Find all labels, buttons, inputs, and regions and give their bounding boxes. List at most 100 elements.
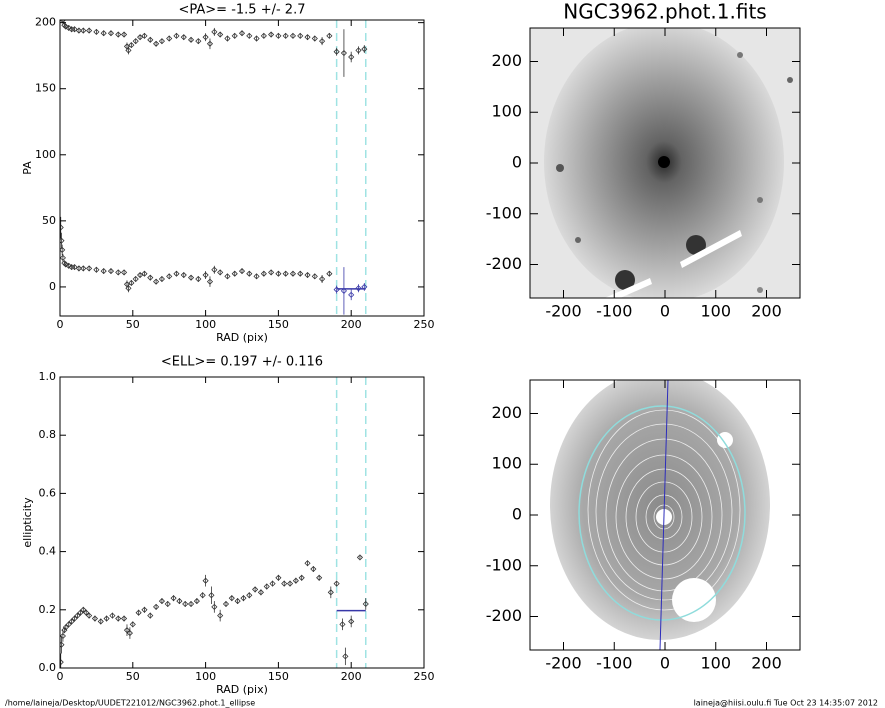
point: [211, 603, 218, 610]
point: [80, 606, 87, 613]
point: [217, 269, 224, 276]
point: [292, 577, 299, 584]
y-tick-label: 0.4: [39, 545, 57, 558]
point: [128, 42, 135, 49]
point: [333, 580, 340, 587]
point: [147, 274, 154, 281]
point: [362, 600, 369, 608]
point: [141, 606, 148, 613]
y-tick-label: 0: [512, 153, 522, 172]
x-tick-label: 250: [414, 670, 435, 683]
point: [342, 653, 349, 660]
point: [103, 615, 110, 622]
x-tick-label: 150: [268, 670, 289, 683]
point: [91, 615, 99, 622]
point: [65, 262, 72, 269]
x-tick-label: 150: [268, 318, 289, 331]
point: [217, 612, 224, 619]
point: [253, 35, 260, 42]
y-tick-label: 0: [512, 505, 522, 524]
point: [311, 35, 318, 42]
point: [60, 254, 66, 261]
y-tick-label: 0.8: [39, 428, 57, 441]
point: [60, 659, 64, 666]
y-axis-label: ellipticity: [21, 497, 34, 548]
footer-stamp: laineja@hiisi.oulu.fi Tue Oct 23 14:35:0…: [694, 699, 878, 708]
point: [137, 34, 144, 41]
point: [80, 27, 87, 34]
y-tick-label: -200: [486, 606, 522, 625]
point: [340, 49, 347, 57]
x-tick-label: 200: [751, 302, 782, 321]
point: [348, 618, 355, 625]
point: [65, 621, 72, 628]
chart-title: NGC3962.phot.1.fits: [563, 0, 766, 24]
point: [257, 589, 264, 596]
x-tick-label: 100: [700, 302, 731, 321]
point: [268, 31, 275, 38]
point: [238, 268, 246, 275]
point: [129, 621, 136, 628]
y-tick-label: 150: [35, 82, 56, 95]
y-axis-label: PA: [21, 161, 34, 175]
point: [333, 48, 340, 55]
point: [355, 47, 362, 54]
point: [187, 600, 195, 608]
point: [340, 287, 347, 294]
point: [238, 30, 246, 37]
point: [286, 580, 294, 587]
y-tick-label: -200: [486, 254, 522, 273]
point: [62, 261, 69, 268]
point: [128, 279, 135, 287]
x-tick-label: -100: [596, 302, 632, 321]
point: [62, 23, 69, 30]
point: [282, 32, 289, 39]
plot-area: [60, 10, 368, 316]
point: [86, 27, 93, 34]
point: [71, 615, 78, 622]
point: [60, 10, 65, 15]
point: [246, 32, 253, 39]
point: [71, 264, 78, 271]
point: [147, 36, 154, 43]
point: [120, 269, 128, 276]
point: [282, 270, 289, 277]
point: [137, 271, 144, 279]
point: [125, 285, 132, 292]
y-tick-label: 1.0: [39, 370, 57, 383]
point: [187, 274, 195, 281]
y-tick-label: 200: [491, 403, 522, 422]
footer-path: /home/laineja/Desktop/UUDET221012/NGC396…: [5, 699, 255, 708]
x-axis-label: RAD (pix): [216, 331, 268, 344]
x-tick-label: 100: [195, 670, 216, 683]
x-tick-label: 200: [341, 670, 362, 683]
point: [228, 595, 235, 602]
point: [275, 574, 282, 581]
isophote-image: [530, 380, 800, 650]
x-tick-label: 0: [57, 670, 64, 683]
y-tick-label: 0.2: [39, 603, 57, 616]
point: [80, 265, 87, 272]
point: [107, 268, 115, 275]
point: [62, 624, 69, 631]
point: [217, 31, 224, 38]
point: [93, 266, 100, 273]
y-tick-label: 50: [42, 214, 56, 227]
point: [71, 26, 78, 33]
x-tick-label: 100: [700, 654, 731, 673]
point: [339, 621, 346, 628]
point: [297, 270, 304, 277]
point: [222, 600, 230, 608]
y-tick-label: -100: [486, 555, 522, 574]
frame: [59, 19, 425, 317]
x-tick-label: -200: [545, 302, 581, 321]
point: [326, 270, 333, 277]
point: [275, 270, 282, 277]
point: [275, 32, 282, 39]
point: [126, 630, 133, 637]
point: [115, 615, 122, 622]
point: [166, 35, 173, 42]
point: [304, 34, 311, 41]
point: [100, 268, 107, 275]
point: [319, 38, 326, 45]
